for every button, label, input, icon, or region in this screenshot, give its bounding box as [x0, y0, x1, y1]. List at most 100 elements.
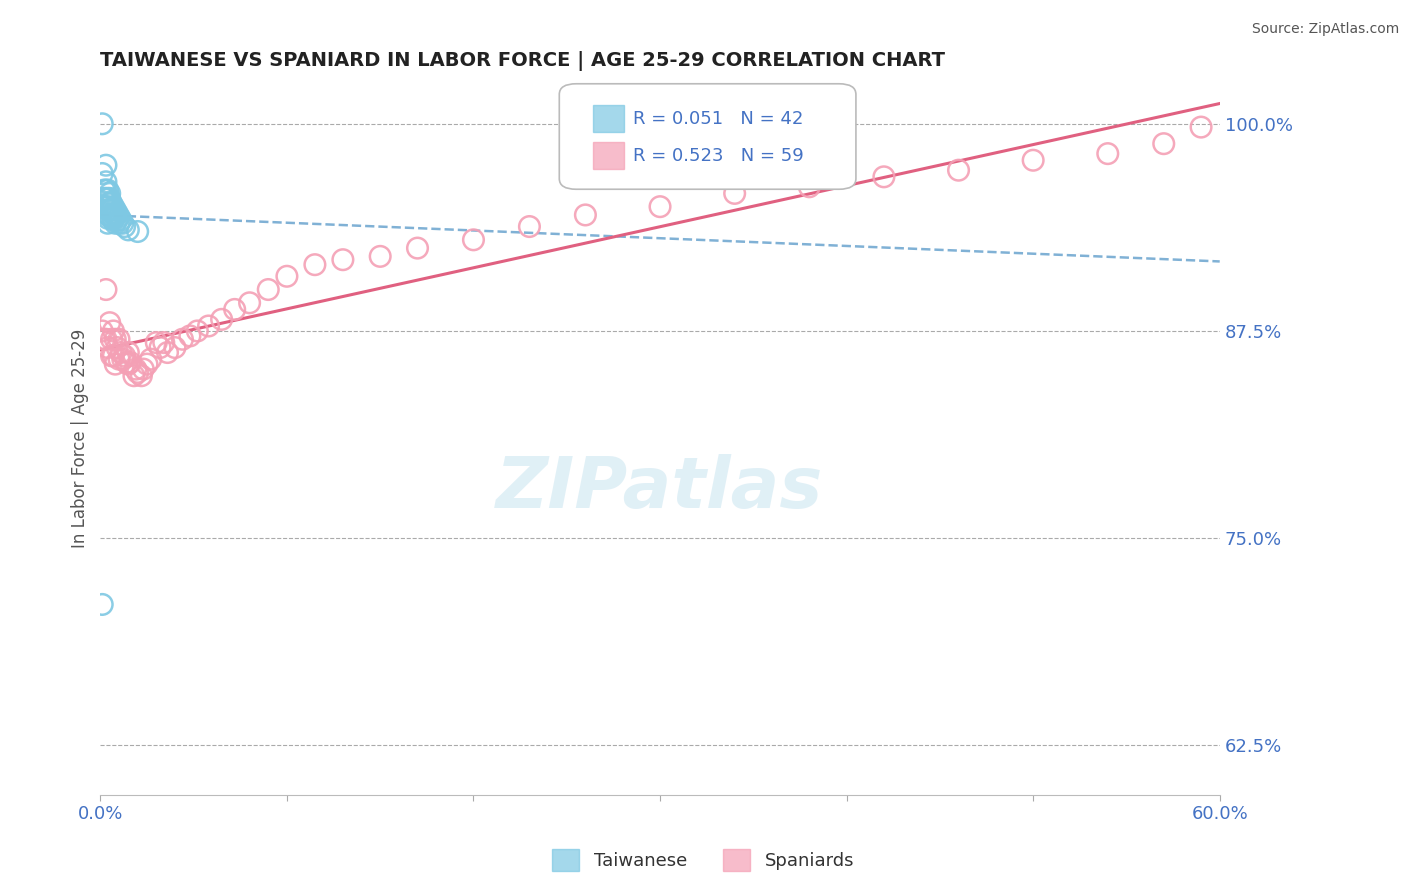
- Legend: Taiwanese, Spaniards: Taiwanese, Spaniards: [544, 842, 862, 879]
- Point: [100, 202, 122, 217]
- Point: [117, 223, 139, 237]
- FancyBboxPatch shape: [593, 142, 624, 169]
- Point: [108, 352, 131, 367]
- Y-axis label: In Labor Force | Age 25-29: In Labor Force | Age 25-29: [72, 329, 89, 549]
- Point: [104, 216, 127, 230]
- Text: TAIWANESE VS SPANIARD IN LABOR FORCE | AGE 25-29 CORRELATION CHART: TAIWANESE VS SPANIARD IN LABOR FORCE | A…: [100, 51, 945, 70]
- Point: [127, 365, 149, 379]
- Point: [103, 213, 125, 227]
- Point: [100, 332, 122, 346]
- Point: [111, 216, 134, 230]
- Point: [1097, 146, 1119, 161]
- Point: [98, 186, 121, 201]
- Point: [103, 324, 125, 338]
- Point: [276, 269, 298, 284]
- Point: [98, 196, 121, 211]
- Text: Source: ZipAtlas.com: Source: ZipAtlas.com: [1251, 22, 1399, 37]
- Point: [98, 210, 121, 224]
- Point: [125, 362, 148, 376]
- Point: [211, 312, 233, 326]
- Point: [139, 352, 162, 367]
- Point: [93, 183, 115, 197]
- Point: [104, 357, 127, 371]
- FancyBboxPatch shape: [593, 105, 624, 132]
- Point: [115, 355, 138, 369]
- Point: [110, 345, 132, 359]
- Point: [94, 175, 117, 189]
- Point: [104, 332, 127, 346]
- Point: [97, 196, 120, 211]
- Text: R = 0.051   N = 42: R = 0.051 N = 42: [633, 110, 804, 128]
- Point: [94, 191, 117, 205]
- FancyBboxPatch shape: [560, 84, 856, 189]
- Point: [97, 211, 120, 226]
- Point: [172, 332, 194, 346]
- Point: [97, 216, 120, 230]
- Point: [105, 213, 128, 227]
- Point: [94, 283, 117, 297]
- Point: [120, 355, 142, 369]
- Point: [98, 202, 121, 217]
- Point: [117, 345, 139, 359]
- Point: [873, 169, 896, 184]
- Point: [111, 352, 134, 367]
- Point: [132, 362, 155, 376]
- Point: [186, 324, 208, 338]
- Point: [131, 368, 153, 383]
- Point: [368, 249, 391, 263]
- Point: [98, 191, 121, 205]
- Point: [91, 167, 114, 181]
- Point: [197, 318, 219, 333]
- Point: [97, 191, 120, 205]
- Point: [179, 329, 201, 343]
- Point: [114, 349, 136, 363]
- Point: [332, 252, 354, 267]
- Point: [136, 357, 159, 371]
- Point: [91, 324, 114, 338]
- Point: [103, 206, 125, 220]
- Point: [93, 332, 115, 346]
- Point: [94, 183, 117, 197]
- Point: [98, 316, 121, 330]
- Point: [105, 206, 128, 220]
- Point: [97, 208, 120, 222]
- Point: [519, 219, 541, 234]
- Point: [103, 349, 125, 363]
- Point: [127, 225, 149, 239]
- Point: [108, 210, 131, 224]
- Point: [574, 208, 596, 222]
- Point: [648, 200, 671, 214]
- Point: [94, 332, 117, 346]
- Point: [406, 241, 429, 255]
- Point: [91, 117, 114, 131]
- Point: [97, 200, 120, 214]
- Point: [1022, 153, 1045, 168]
- Point: [103, 200, 125, 214]
- Point: [97, 202, 120, 217]
- Point: [149, 341, 172, 355]
- Text: R = 0.523   N = 59: R = 0.523 N = 59: [633, 147, 804, 165]
- Point: [948, 163, 970, 178]
- Point: [145, 335, 167, 350]
- Point: [94, 158, 117, 172]
- Point: [104, 202, 127, 217]
- Point: [108, 216, 131, 230]
- Text: ZIPatlas: ZIPatlas: [496, 454, 824, 523]
- Point: [110, 213, 132, 227]
- Point: [94, 200, 117, 214]
- Point: [304, 258, 326, 272]
- Point: [163, 341, 186, 355]
- Point: [152, 335, 174, 350]
- Point: [799, 179, 821, 194]
- Point: [257, 283, 280, 297]
- Point: [97, 341, 120, 355]
- Point: [1153, 136, 1175, 151]
- Point: [156, 345, 179, 359]
- Point: [463, 233, 485, 247]
- Point: [1189, 120, 1212, 134]
- Point: [724, 186, 747, 201]
- Point: [100, 210, 122, 224]
- Point: [93, 191, 115, 205]
- Point: [239, 295, 262, 310]
- Point: [108, 332, 131, 346]
